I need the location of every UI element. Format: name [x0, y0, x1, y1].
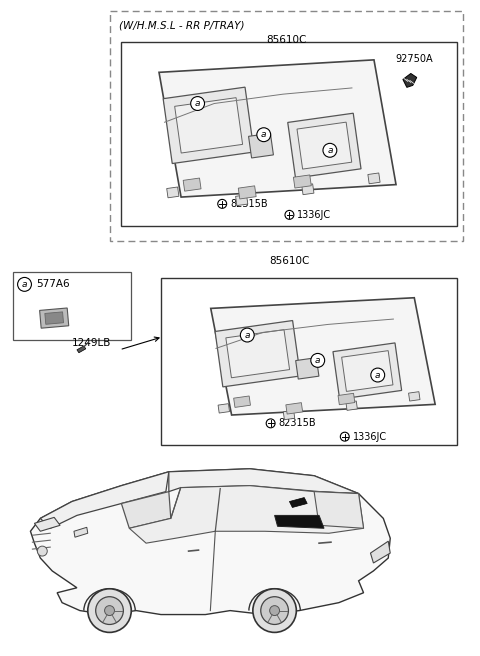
Polygon shape	[283, 411, 295, 420]
Circle shape	[285, 211, 294, 219]
Text: a: a	[375, 371, 381, 380]
Polygon shape	[183, 178, 201, 191]
FancyBboxPatch shape	[109, 10, 463, 241]
Polygon shape	[297, 122, 352, 169]
Text: a: a	[327, 146, 333, 155]
Polygon shape	[77, 346, 86, 353]
Text: 577A6: 577A6	[36, 279, 70, 289]
Polygon shape	[249, 133, 274, 158]
Polygon shape	[238, 186, 256, 199]
Polygon shape	[275, 516, 324, 528]
Polygon shape	[293, 175, 311, 188]
Circle shape	[88, 589, 131, 632]
Polygon shape	[175, 98, 242, 153]
FancyBboxPatch shape	[121, 43, 457, 226]
Circle shape	[266, 419, 275, 428]
Text: 82315B: 82315B	[230, 199, 268, 209]
Polygon shape	[45, 312, 63, 324]
Polygon shape	[40, 308, 69, 328]
Text: 1249LB: 1249LB	[72, 338, 111, 348]
Circle shape	[371, 368, 384, 382]
Polygon shape	[234, 396, 251, 407]
Polygon shape	[121, 491, 171, 528]
Polygon shape	[333, 343, 402, 399]
Polygon shape	[163, 87, 254, 163]
Text: a: a	[22, 280, 27, 289]
Text: 85610C: 85610C	[266, 35, 307, 45]
Polygon shape	[236, 195, 248, 205]
Circle shape	[340, 432, 349, 441]
Circle shape	[96, 597, 123, 625]
Circle shape	[218, 199, 227, 209]
Polygon shape	[167, 187, 179, 198]
Circle shape	[311, 354, 324, 367]
Text: 1336JC: 1336JC	[353, 432, 387, 441]
Polygon shape	[289, 497, 307, 508]
Text: 82315B: 82315B	[278, 419, 316, 428]
Circle shape	[323, 144, 337, 157]
Circle shape	[105, 605, 114, 615]
Circle shape	[37, 546, 47, 556]
Polygon shape	[338, 394, 355, 405]
Polygon shape	[215, 321, 300, 387]
Circle shape	[18, 277, 32, 291]
Text: a: a	[261, 130, 266, 139]
Polygon shape	[368, 173, 380, 184]
Circle shape	[257, 128, 271, 142]
Polygon shape	[342, 351, 393, 392]
Polygon shape	[30, 469, 390, 615]
FancyBboxPatch shape	[161, 278, 457, 445]
Text: 1336JC: 1336JC	[297, 210, 332, 220]
Polygon shape	[226, 330, 289, 378]
Polygon shape	[314, 491, 363, 528]
Polygon shape	[346, 401, 358, 411]
Polygon shape	[218, 403, 229, 413]
Text: a: a	[195, 99, 200, 108]
Text: a: a	[244, 331, 250, 340]
Polygon shape	[288, 113, 361, 178]
Polygon shape	[286, 403, 303, 414]
Circle shape	[270, 605, 279, 615]
Polygon shape	[371, 541, 390, 563]
Polygon shape	[169, 469, 359, 493]
Text: 85610C: 85610C	[269, 256, 310, 266]
Polygon shape	[403, 73, 417, 87]
Text: a: a	[315, 356, 321, 365]
Circle shape	[261, 597, 288, 625]
Polygon shape	[40, 472, 169, 528]
FancyBboxPatch shape	[12, 272, 131, 340]
Polygon shape	[35, 518, 60, 531]
Polygon shape	[211, 298, 435, 415]
Polygon shape	[408, 392, 420, 401]
Text: (W/H.M.S.L - RR P/TRAY): (W/H.M.S.L - RR P/TRAY)	[120, 20, 245, 31]
Polygon shape	[159, 60, 396, 197]
Circle shape	[253, 589, 296, 632]
Polygon shape	[129, 485, 363, 543]
Circle shape	[240, 328, 254, 342]
Polygon shape	[296, 358, 319, 379]
Polygon shape	[302, 184, 314, 195]
Polygon shape	[74, 527, 88, 537]
Circle shape	[191, 96, 204, 110]
Text: 92750A: 92750A	[395, 54, 432, 64]
